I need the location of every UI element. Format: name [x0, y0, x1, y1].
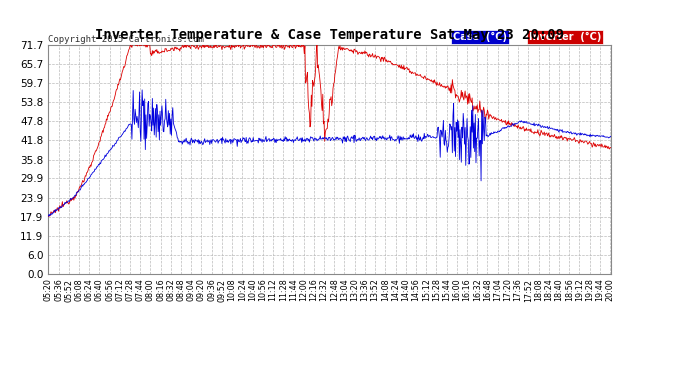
Text: Inverter  (°C): Inverter (°C)	[529, 32, 602, 42]
Text: Case  (°C): Case (°C)	[453, 32, 507, 42]
Text: Copyright 2015 Cartronics.com: Copyright 2015 Cartronics.com	[48, 35, 204, 44]
Title: Inverter Temperature & Case Temperature Sat May 23 20:09: Inverter Temperature & Case Temperature …	[95, 28, 564, 42]
